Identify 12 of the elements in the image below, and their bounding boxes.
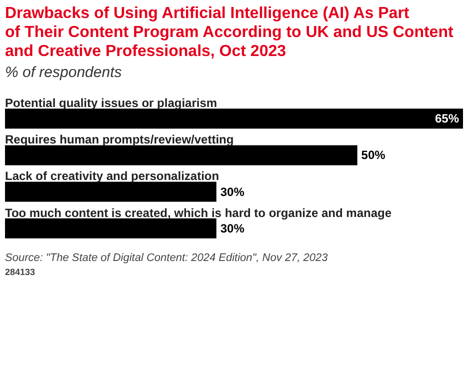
chart-subtitle: % of respondents	[5, 64, 122, 81]
data-label: 30%	[220, 221, 245, 236]
data-label: 30%	[220, 184, 245, 199]
y-tick-label: Lack of creativity and personalization	[5, 169, 220, 184]
data-label: 50%	[361, 148, 386, 162]
text: 284133	[5, 267, 36, 277]
source-note: Source: "The State of Digital Content: 2024 Edition", Nov 27, 2023	[5, 252, 329, 264]
data-label: 65%	[434, 112, 460, 126]
y-tick-label: Too much content is created, which is hard to organize and manage	[5, 206, 392, 220]
chart-title: Drawbacks of Using Artificial Intelligence (AI) As Part of Their Content Program According to UK and US Content and Creative Professionals, Oct 2023	[5, 5, 454, 60]
y-tick-label: Requires human prompts/review/vetting	[5, 132, 234, 147]
y-tick-label: Potential quality issues or plagiarism	[5, 96, 218, 110]
